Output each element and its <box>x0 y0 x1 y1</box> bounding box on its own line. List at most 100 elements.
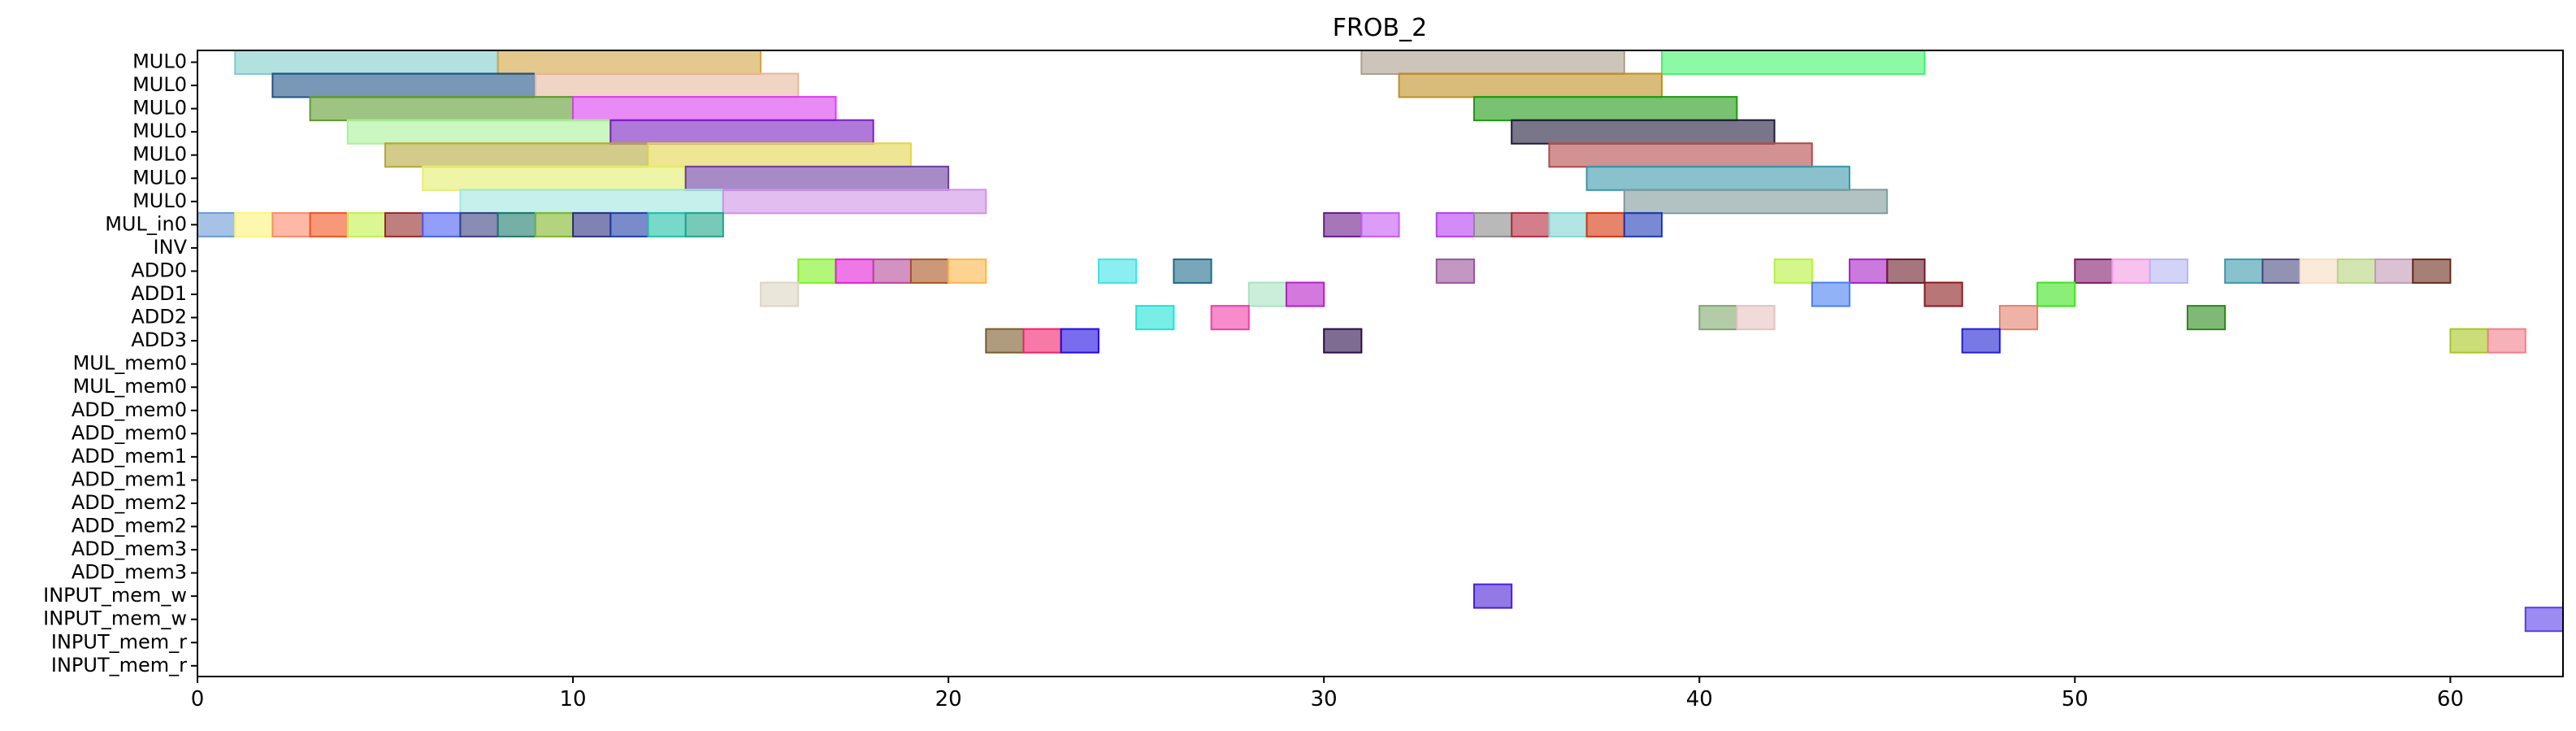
task-bar <box>1886 258 1926 284</box>
task-bar <box>647 142 912 168</box>
task-bar <box>1698 305 1738 331</box>
task-bar <box>1060 328 1099 354</box>
task-bar <box>1736 305 1776 331</box>
x-tick-label: 40 <box>1686 687 1713 711</box>
y-tick-label: INPUT_mem_r <box>51 630 187 653</box>
y-tick-label: MUL_mem0 <box>73 375 187 398</box>
y-tick-label: ADD3 <box>131 329 187 351</box>
task-bar <box>1623 189 1889 215</box>
x-tick-label: 10 <box>560 687 587 711</box>
task-bar <box>1435 258 1476 284</box>
x-tick-label: 0 <box>191 687 205 711</box>
task-bar <box>384 142 649 168</box>
task-bar <box>1511 211 1550 237</box>
task-bar <box>609 211 649 237</box>
y-tick-label: ADD_mem3 <box>72 561 187 584</box>
task-bar <box>1849 258 1889 284</box>
task-bar <box>647 211 687 237</box>
task-bar <box>909 258 950 284</box>
task-bar <box>1548 211 1588 237</box>
task-bar <box>1435 211 1476 237</box>
task-bar <box>1286 281 1325 307</box>
task-bar <box>2224 258 2264 284</box>
task-bar <box>2036 281 2076 307</box>
task-bar <box>1511 119 1776 145</box>
task-bar <box>1398 72 1663 98</box>
task-bar <box>1661 50 1926 75</box>
task-bar <box>1923 281 1963 307</box>
task-bar <box>1473 211 1513 237</box>
task-bar <box>1473 96 1738 122</box>
task-bar <box>722 189 987 215</box>
task-bar <box>835 258 874 284</box>
task-bar <box>1173 258 1212 284</box>
task-bar <box>2449 328 2489 354</box>
y-tick-label: ADD0 <box>131 259 187 281</box>
y-tick-label: ADD1 <box>131 282 187 305</box>
task-bar <box>872 258 912 284</box>
task-bar <box>1473 583 1513 609</box>
x-axis-ticks: 0 10 20 30 40 50 60 <box>191 677 2464 711</box>
task-bar <box>1585 165 1850 191</box>
task-bar <box>1773 258 1813 284</box>
task-bar <box>234 211 274 237</box>
task-bar <box>459 211 499 237</box>
task-bar <box>2299 258 2339 284</box>
task-bar <box>1360 50 1625 75</box>
task-bar <box>497 50 762 75</box>
task-bars <box>197 50 2565 633</box>
task-bar <box>2487 328 2526 354</box>
y-tick-label: ADD_mem1 <box>72 445 187 468</box>
task-bar <box>572 96 837 122</box>
y-tick-label: MUL0 <box>132 73 187 96</box>
y-tick-label: ADD_mem2 <box>72 491 187 514</box>
task-bar <box>2262 258 2301 284</box>
y-tick-label: ADD_mem3 <box>72 537 187 560</box>
y-tick-label: INPUT_mem_w <box>43 584 187 607</box>
y-tick-label: MUL0 <box>132 143 187 166</box>
task-bar <box>534 72 800 98</box>
x-tick-label: 20 <box>935 687 962 711</box>
task-bar <box>534 211 575 237</box>
y-axis-labels: MUL0MUL0MUL0MUL0MUL0MUL0MUL0MUL_in0INVAD… <box>43 50 197 677</box>
y-tick-label: MUL_mem0 <box>73 352 187 375</box>
y-tick-label: MUL0 <box>132 120 187 142</box>
task-bar <box>422 165 687 191</box>
task-bar <box>271 211 311 237</box>
task-bar <box>234 50 499 75</box>
task-bar <box>948 258 987 284</box>
task-bar <box>1247 281 1288 307</box>
y-tick-label: INPUT_mem_w <box>43 607 187 630</box>
task-bar <box>271 72 536 98</box>
y-tick-label: ADD_mem1 <box>72 468 187 490</box>
y-tick-label: MUL0 <box>132 166 187 189</box>
task-bar <box>2412 258 2452 284</box>
task-bar <box>309 96 574 122</box>
y-tick-label: MUL_in0 <box>105 212 187 235</box>
y-tick-label: MUL0 <box>132 97 187 120</box>
task-bar <box>1098 258 1138 284</box>
y-tick-label: ADD_mem0 <box>72 398 187 421</box>
task-bar <box>346 119 612 145</box>
task-bar <box>1548 142 1813 168</box>
task-bar <box>2186 305 2227 331</box>
y-tick-label: INPUT_mem_r <box>51 654 187 677</box>
y-tick-label: ADD_mem0 <box>72 421 187 444</box>
y-tick-label: ADD2 <box>131 306 187 329</box>
task-bar <box>1998 305 2039 331</box>
task-bar <box>1022 328 1062 354</box>
task-bar <box>684 165 950 191</box>
task-bar <box>2074 258 2114 284</box>
task-bar <box>2149 258 2188 284</box>
y-tick-label: MUL0 <box>132 50 187 73</box>
task-bar <box>760 281 800 307</box>
y-tick-label: MUL0 <box>132 189 187 212</box>
task-bar <box>2374 258 2414 284</box>
task-bar <box>1323 328 1363 354</box>
y-tick-label: ADD_mem2 <box>72 515 187 537</box>
task-bar <box>1210 305 1250 331</box>
task-bar <box>609 119 874 145</box>
task-bar <box>572 211 612 237</box>
task-bar <box>684 211 724 237</box>
task-bar <box>309 211 349 237</box>
